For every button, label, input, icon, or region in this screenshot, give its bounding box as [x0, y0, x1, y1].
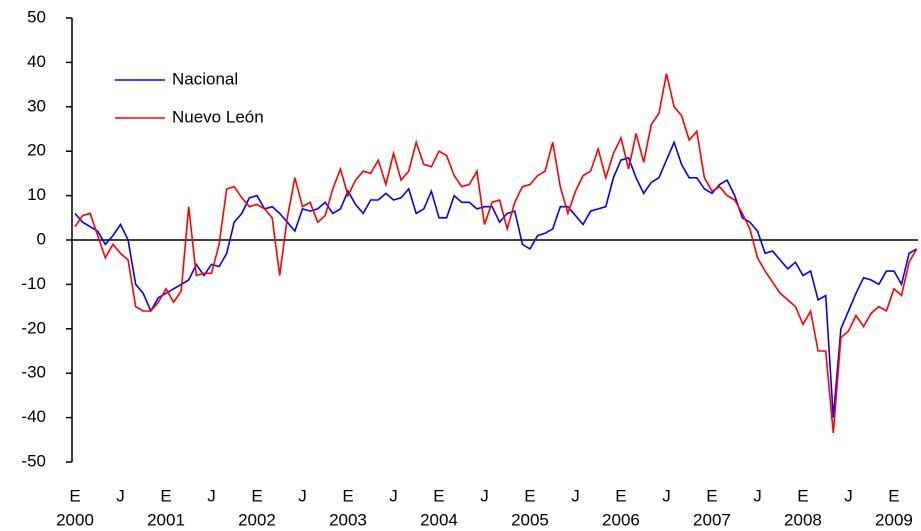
x-year-label: 2007 [693, 510, 731, 529]
y-tick-label: 40 [27, 52, 46, 71]
x-tick-label: J [389, 486, 398, 505]
x-year-label: 2006 [602, 510, 640, 529]
y-tick-label: 30 [27, 96, 46, 115]
x-year-label: 2005 [511, 510, 549, 529]
x-year-label: 2009 [875, 510, 913, 529]
x-year-label: 2008 [784, 510, 822, 529]
series-line [74, 140, 918, 418]
y-tick-label: 20 [27, 141, 46, 160]
x-tick-label: E [69, 486, 80, 505]
x-year-label: 2002 [238, 510, 276, 529]
x-tick-label: E [342, 486, 353, 505]
y-tick-label: -40 [21, 407, 46, 426]
x-tick-label: E [797, 486, 808, 505]
y-tick-label: -50 [21, 451, 46, 470]
x-tick-label: E [524, 486, 535, 505]
x-year-label: 2001 [147, 510, 185, 529]
x-tick-label: E [160, 486, 171, 505]
x-tick-label: J [207, 486, 216, 505]
y-tick-label: 0 [37, 229, 46, 248]
y-tick-label: -20 [21, 318, 46, 337]
x-tick-label: J [298, 486, 307, 505]
x-tick-label: J [116, 486, 125, 505]
legend-label: Nuevo León [172, 107, 264, 126]
x-tick-label: E [888, 486, 899, 505]
x-tick-label: E [615, 486, 626, 505]
x-tick-label: E [251, 486, 262, 505]
x-year-label: 2004 [420, 510, 458, 529]
legend-label: Nacional [172, 69, 238, 88]
y-tick-label: 10 [27, 185, 46, 204]
x-tick-label: E [706, 486, 717, 505]
x-tick-label: J [480, 486, 489, 505]
y-tick-label: -10 [21, 274, 46, 293]
y-tick-label: 50 [27, 7, 46, 26]
x-tick-label: J [753, 486, 762, 505]
x-tick-label: J [571, 486, 580, 505]
series-line [74, 73, 918, 434]
x-tick-label: J [844, 486, 853, 505]
y-tick-label: -30 [21, 363, 46, 382]
x-year-label: 2000 [56, 510, 94, 529]
x-tick-label: E [433, 486, 444, 505]
x-year-label: 2003 [329, 510, 367, 529]
x-tick-label: J [662, 486, 671, 505]
